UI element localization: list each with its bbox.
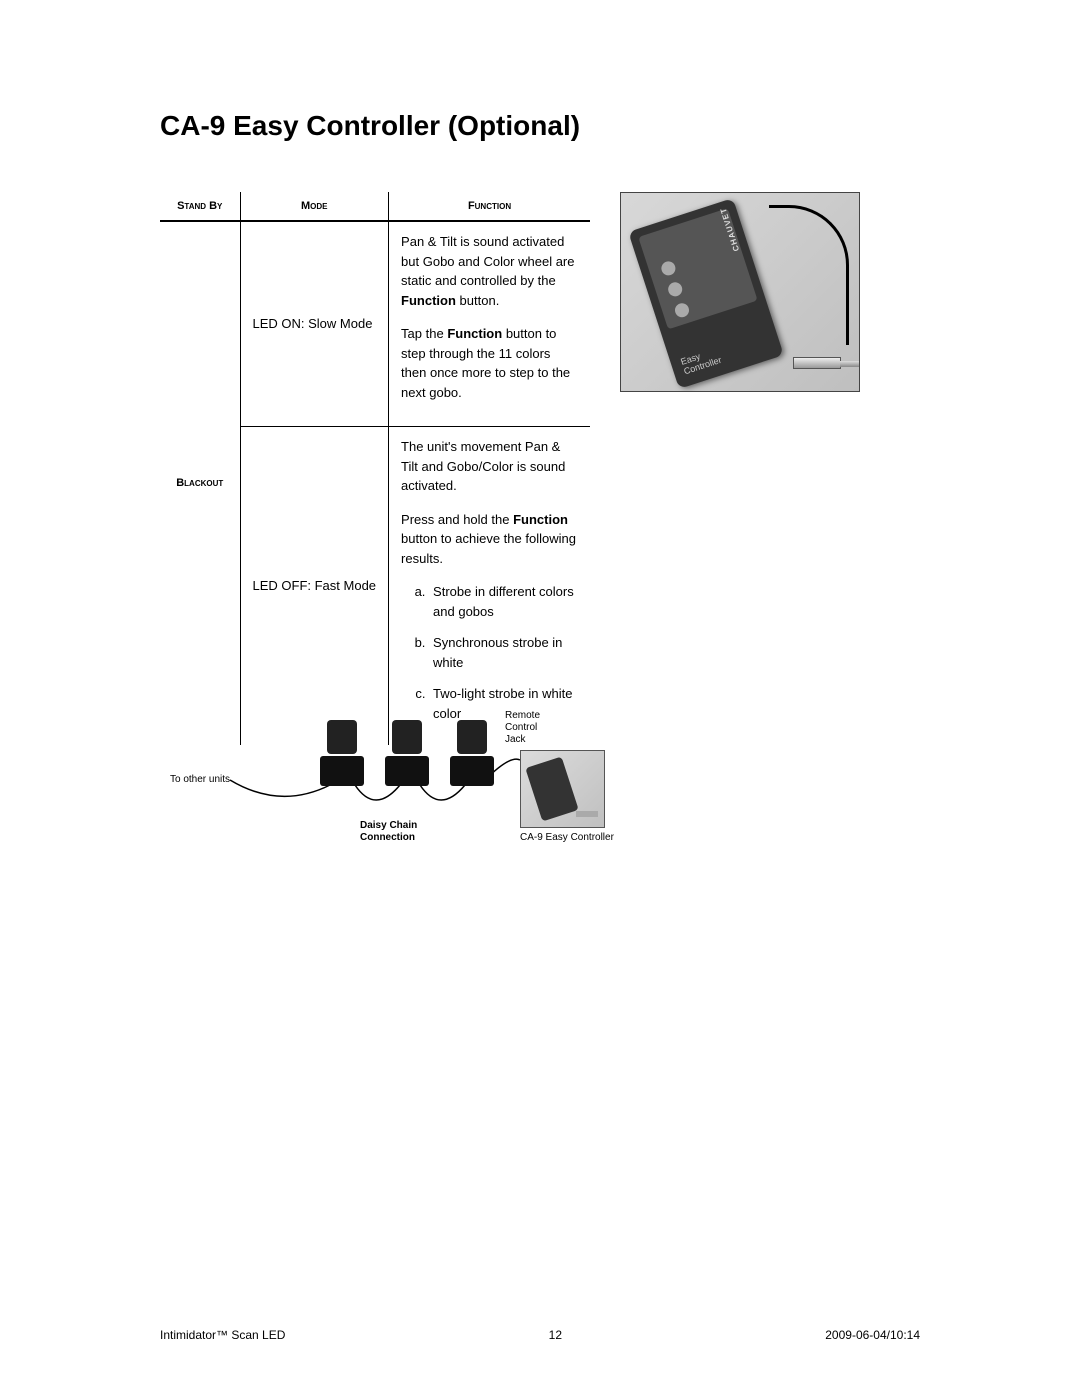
modes-table: Stand By Mode Function Blackout LED ON: … [160,192,590,745]
controller-plug-icon [793,357,841,369]
r1p2b: button to achieve the following results. [401,531,576,566]
th-function: Function [389,192,590,221]
page-footer: Intimidator™ Scan LED 12 2009-06-04/10:1… [160,1328,920,1342]
cell-standby: Blackout [160,221,240,745]
cell-mode-1: LED OFF: Fast Mode [240,427,389,746]
r0p1bold: Function [401,293,456,308]
controller-photo: EasyController CHAUVET [620,192,860,392]
r1p2bold: Function [513,512,568,527]
r1-li-b: Synchronous strobe in white [429,633,578,672]
footer-page-number: 12 [549,1328,562,1342]
fixture-icon [450,720,494,790]
remote-jack-label: Remote Control Jack [505,710,540,746]
controller-body-icon: EasyController CHAUVET [628,198,784,389]
th-standby: Stand By [160,192,240,221]
r0p1a: Pan & Tilt is sound activated but Gobo a… [401,234,574,288]
th-mode: Mode [240,192,389,221]
r0p1b: button. [456,293,499,308]
fixture-icon [385,720,429,790]
r1p1: The unit's movement Pan & Tilt and Gobo/… [401,437,578,496]
daisy-chain-diagram: To other units Daisy Chain Connection Re… [160,700,700,900]
controller-cable-icon [769,205,849,345]
r0p2bold: Function [447,326,502,341]
r1p2a: Press and hold the [401,512,513,527]
cell-func-1: The unit's movement Pan & Tilt and Gobo/… [389,427,590,746]
cell-func-0: Pan & Tilt is sound activated but Gobo a… [389,221,590,427]
fixture-icon [320,720,364,790]
small-photo-caption: CA-9 Easy Controller [520,832,614,843]
daisy-chain-label: Daisy Chain Connection [360,820,417,844]
r0p2a: Tap the [401,326,447,341]
to-other-units-label: To other units [170,774,230,785]
page-title: CA-9 Easy Controller (Optional) [160,110,930,142]
footer-right: 2009-06-04/10:14 [825,1328,920,1342]
wires-icon [160,700,700,900]
content-row: Stand By Mode Function Blackout LED ON: … [160,192,930,745]
footer-left: Intimidator™ Scan LED [160,1328,285,1342]
small-controller-photo [520,750,605,828]
controller-brand: CHAUVET [719,206,742,252]
r1-li-a: Strobe in different colors and gobos [429,582,578,621]
controller-label: EasyController [679,345,722,376]
controller-buttons-icon [660,260,691,319]
cell-mode-0: LED ON: Slow Mode [240,221,389,427]
